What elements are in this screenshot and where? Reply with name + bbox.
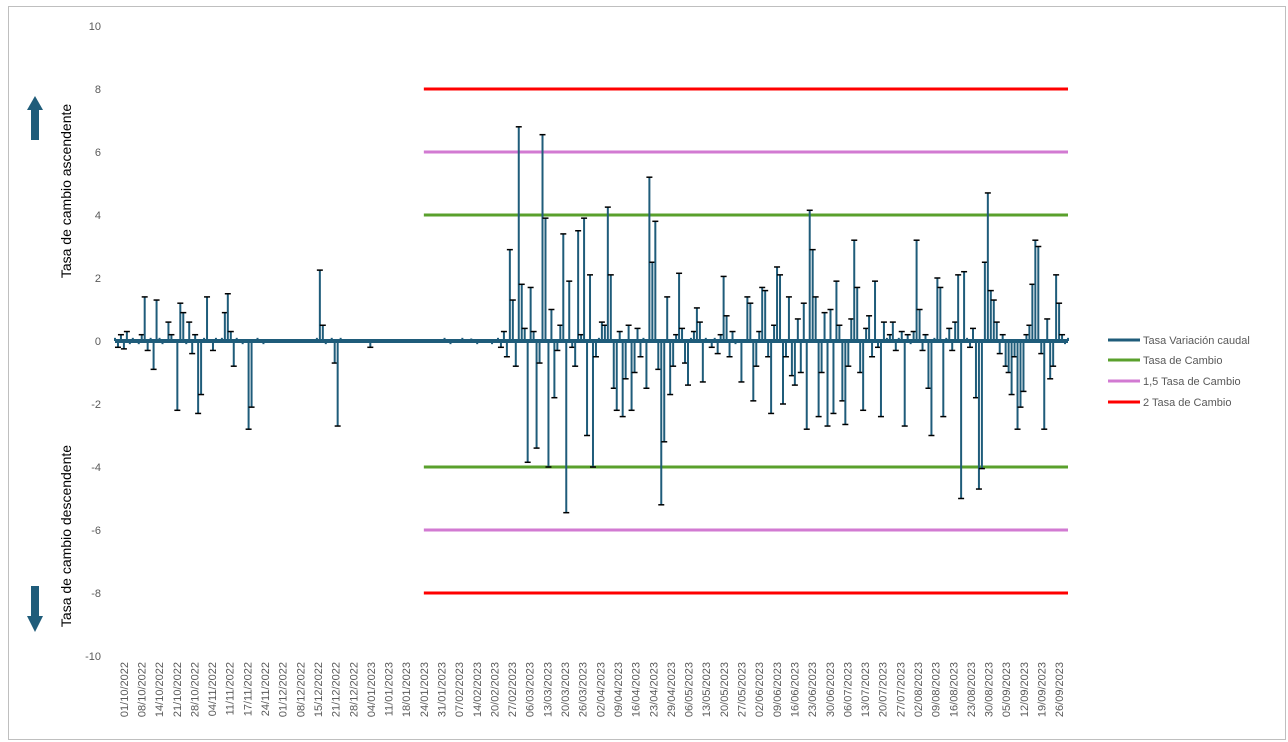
x-tick-label: 13/03/2023: [542, 662, 554, 717]
x-tick-label: 24/01/2023: [419, 662, 431, 717]
legend-item: Tasa de Cambio: [1108, 355, 1223, 367]
x-tick-label: 31/01/2023: [436, 662, 448, 717]
legend-label: 2 Tasa de Cambio: [1143, 397, 1231, 409]
x-tick-label: 28/10/2022: [189, 662, 201, 717]
x-tick-label: 20/05/2023: [719, 662, 731, 717]
x-tick-label: 20/07/2023: [878, 662, 890, 717]
y-label-down-group: Tasa de cambio descendente: [58, 445, 74, 627]
x-axis-ticks: 01/10/2022 08/10/2022 14/10/2022 21/10/2022…: [119, 662, 1066, 717]
x-tick-label: 23/08/2023: [966, 662, 978, 717]
legend-label: Tasa Variación caudal: [1143, 335, 1250, 347]
arrow-down-icon: [27, 586, 43, 632]
x-tick-label: 27/05/2023: [737, 662, 749, 717]
x-tick-label: 07/02/2023: [454, 662, 466, 717]
arrow-up-icon: [27, 96, 43, 140]
x-tick-label: 30/08/2023: [984, 662, 996, 717]
x-tick-label: 05/09/2023: [1001, 662, 1013, 717]
x-tick-label: 20/02/2023: [489, 662, 501, 717]
y-label-down: Tasa de cambio descendente: [58, 445, 74, 627]
y-tick-label: 6: [95, 147, 101, 159]
x-tick-label: 14/02/2023: [472, 662, 484, 717]
x-tick-label: 28/12/2022: [348, 662, 360, 717]
y-label-up: Tasa de cambio ascendente: [58, 104, 74, 279]
y-label-up-group: Tasa de cambio ascendente: [58, 104, 74, 279]
x-tick-label: 04/11/2022: [207, 662, 219, 716]
x-tick-label: 01/12/2022: [278, 662, 290, 717]
x-tick-label: 21/12/2022: [331, 662, 343, 717]
x-tick-label: 06/07/2023: [842, 662, 854, 717]
x-tick-label: 02/04/2023: [595, 662, 607, 717]
x-tick-label: 01/10/2022: [119, 662, 131, 717]
y-tick-label: -10: [85, 651, 101, 663]
x-tick-label: 16/04/2023: [631, 662, 643, 717]
x-tick-label: 15/12/2022: [313, 662, 325, 717]
x-tick-label: 29/04/2023: [666, 662, 678, 717]
y-tick-label: 4: [95, 210, 101, 222]
x-tick-label: 21/10/2022: [172, 662, 184, 717]
x-tick-label: 26/09/2023: [1054, 662, 1066, 717]
y-tick-label: -6: [91, 525, 101, 537]
x-tick-label: 11/01/2023: [384, 662, 396, 716]
legend-item: 2 Tasa de Cambio: [1108, 397, 1231, 409]
x-tick-label: 06/03/2023: [525, 662, 537, 717]
y-tick-label: -8: [91, 588, 101, 600]
legend-item: 1,5 Tasa de Cambio: [1108, 376, 1241, 388]
x-tick-label: 02/06/2023: [754, 662, 766, 717]
x-tick-label: 30/06/2023: [825, 662, 837, 717]
x-tick-label: 14/10/2022: [154, 662, 166, 717]
legend-label: 1,5 Tasa de Cambio: [1143, 376, 1241, 388]
x-tick-label: 17/11/2022: [242, 662, 254, 716]
chart-frame: [8, 6, 1286, 740]
x-tick-label: 11/11/2022: [225, 662, 237, 715]
x-tick-label: 13/07/2023: [860, 662, 872, 717]
y-axis-ticks: 10 8 6 4 2 0 -2 -4 -6 -8 -10: [85, 21, 101, 663]
y-tick-label: 2: [95, 273, 101, 285]
x-tick-label: 09/06/2023: [772, 662, 784, 717]
x-tick-label: 12/09/2023: [1019, 662, 1031, 717]
legend-label: Tasa de Cambio: [1143, 355, 1223, 367]
x-tick-label: 16/06/2023: [789, 662, 801, 717]
x-tick-label: 08/12/2022: [295, 662, 307, 717]
y-tick-label: 0: [95, 336, 101, 348]
y-tick-label: -2: [91, 399, 101, 411]
x-tick-label: 23/06/2023: [807, 662, 819, 717]
x-tick-label: 23/04/2023: [648, 662, 660, 717]
x-tick-label: 06/05/2023: [684, 662, 696, 717]
legend-item: Tasa Variación caudal: [1108, 335, 1250, 347]
y-tick-label: 8: [95, 84, 101, 96]
x-tick-label: 24/11/2022: [260, 662, 272, 716]
series-baseline: [115, 339, 1068, 343]
x-tick-label: 02/08/2023: [913, 662, 925, 717]
x-tick-label: 19/09/2023: [1037, 662, 1049, 717]
y-tick-label: 10: [89, 21, 101, 33]
x-tick-label: 08/10/2022: [136, 662, 148, 717]
x-tick-label: 18/01/2023: [401, 662, 413, 717]
legend: Tasa Variación caudal Tasa de Cambio 1,5 T…: [1108, 335, 1250, 409]
x-tick-label: 09/08/2023: [931, 662, 943, 717]
x-tick-label: 13/05/2023: [701, 662, 713, 717]
series-marks: [114, 126, 1069, 514]
x-tick-label: 04/01/2023: [366, 662, 378, 717]
x-tick-label: 16/08/2023: [948, 662, 960, 717]
x-tick-label: 26/03/2023: [578, 662, 590, 717]
x-tick-label: 20/03/2023: [560, 662, 572, 717]
y-tick-label: -4: [91, 462, 101, 474]
x-tick-label: 27/07/2023: [895, 662, 907, 717]
x-tick-label: 27/02/2023: [507, 662, 519, 717]
x-tick-label: 09/04/2023: [613, 662, 625, 717]
